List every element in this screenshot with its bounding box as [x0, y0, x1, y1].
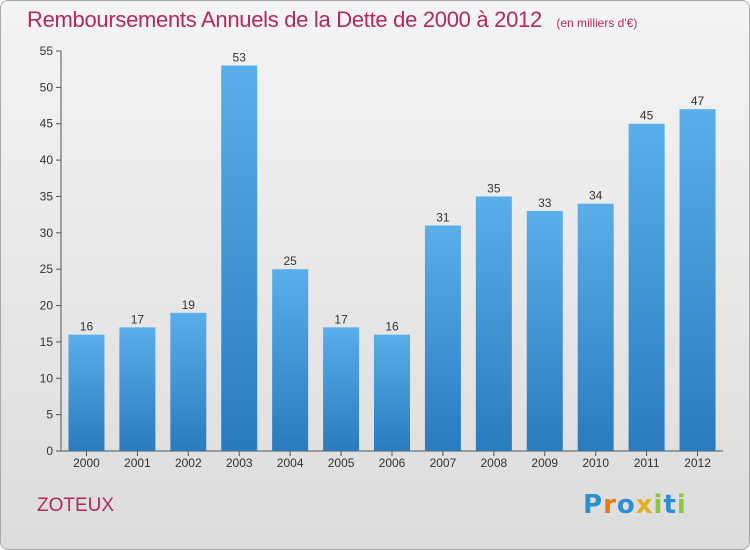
logo-letter: t [663, 490, 677, 520]
x-tick-label: 2009 [531, 456, 558, 470]
x-tick-label: 2010 [582, 456, 609, 470]
logo-letter: P [583, 490, 604, 520]
y-tick-label: 5 [46, 408, 53, 422]
x-tick-label: 2002 [175, 456, 202, 470]
bar [679, 109, 716, 451]
bar [628, 123, 665, 452]
y-tick-label: 30 [40, 226, 54, 240]
x-tick-label: 2000 [73, 456, 100, 470]
bar [68, 334, 105, 451]
data-label: 31 [436, 211, 450, 225]
bar [170, 312, 207, 451]
data-label: 19 [182, 298, 196, 312]
axes: 0 5 10 15 20 25 30 35 40 45 50 55 2000 2001 2002 2003 20… [40, 44, 723, 470]
data-label: 47 [691, 94, 705, 108]
y-tick-label: 45 [40, 117, 54, 131]
x-tick-label: 2006 [379, 456, 406, 470]
x-tick-label: 2005 [328, 456, 355, 470]
data-label: 17 [131, 312, 145, 326]
x-tick-label: 2003 [226, 456, 253, 470]
data-label: 53 [233, 51, 247, 65]
x-tick-label: 2007 [430, 456, 457, 470]
bar [119, 327, 156, 451]
data-label: 16 [385, 320, 399, 334]
bar [272, 269, 309, 451]
logo-letter: x [635, 490, 654, 520]
data-label: 34 [589, 189, 603, 203]
bar [526, 211, 563, 451]
y-tick-label: 15 [40, 335, 54, 349]
proxiti-logo[interactable]: Proxiti [583, 490, 687, 520]
data-label: 16 [80, 320, 94, 334]
bars [68, 65, 716, 452]
y-tick-label: 35 [40, 189, 54, 203]
x-tick-label: 2011 [634, 456, 660, 470]
location-name: ZOTEUX [37, 495, 115, 516]
y-tick-label: 25 [40, 262, 54, 276]
y-tick-label: 10 [40, 371, 54, 385]
chart-subtitle: (en milliers d'€) [556, 16, 638, 30]
y-tick-label: 20 [40, 299, 54, 313]
data-label: 17 [334, 312, 348, 326]
data-label: 45 [640, 109, 654, 123]
y-tick-label: 0 [46, 444, 53, 458]
logo-letter: r [603, 490, 617, 520]
logo-letter: i [676, 490, 687, 520]
chart-title: Remboursements Annuels de la Dette de 20… [27, 7, 542, 32]
logo-letter: o [616, 490, 636, 520]
x-tick-label: 2001 [124, 456, 151, 470]
bar [424, 225, 461, 451]
data-label: 33 [538, 196, 552, 210]
y-tick-label: 40 [40, 153, 54, 167]
bar [221, 65, 258, 451]
x-tick-label: 2012 [684, 456, 711, 470]
data-label: 25 [283, 254, 297, 268]
bar [374, 334, 410, 451]
x-tick-label: 2008 [480, 456, 507, 470]
bar [475, 196, 512, 451]
x-tick-label: 2004 [277, 456, 304, 470]
bar [323, 327, 360, 451]
logo-letter: i [653, 490, 664, 520]
data-label: 35 [487, 181, 501, 195]
title-row: Remboursements Annuels de la Dette de 20… [27, 7, 637, 33]
y-tick-label: 50 [40, 80, 54, 94]
bar [577, 203, 614, 451]
data-labels: 16 17 19 53 25 17 16 31 35 33 34 45 47 [80, 51, 705, 334]
y-tick-label: 55 [40, 44, 54, 58]
